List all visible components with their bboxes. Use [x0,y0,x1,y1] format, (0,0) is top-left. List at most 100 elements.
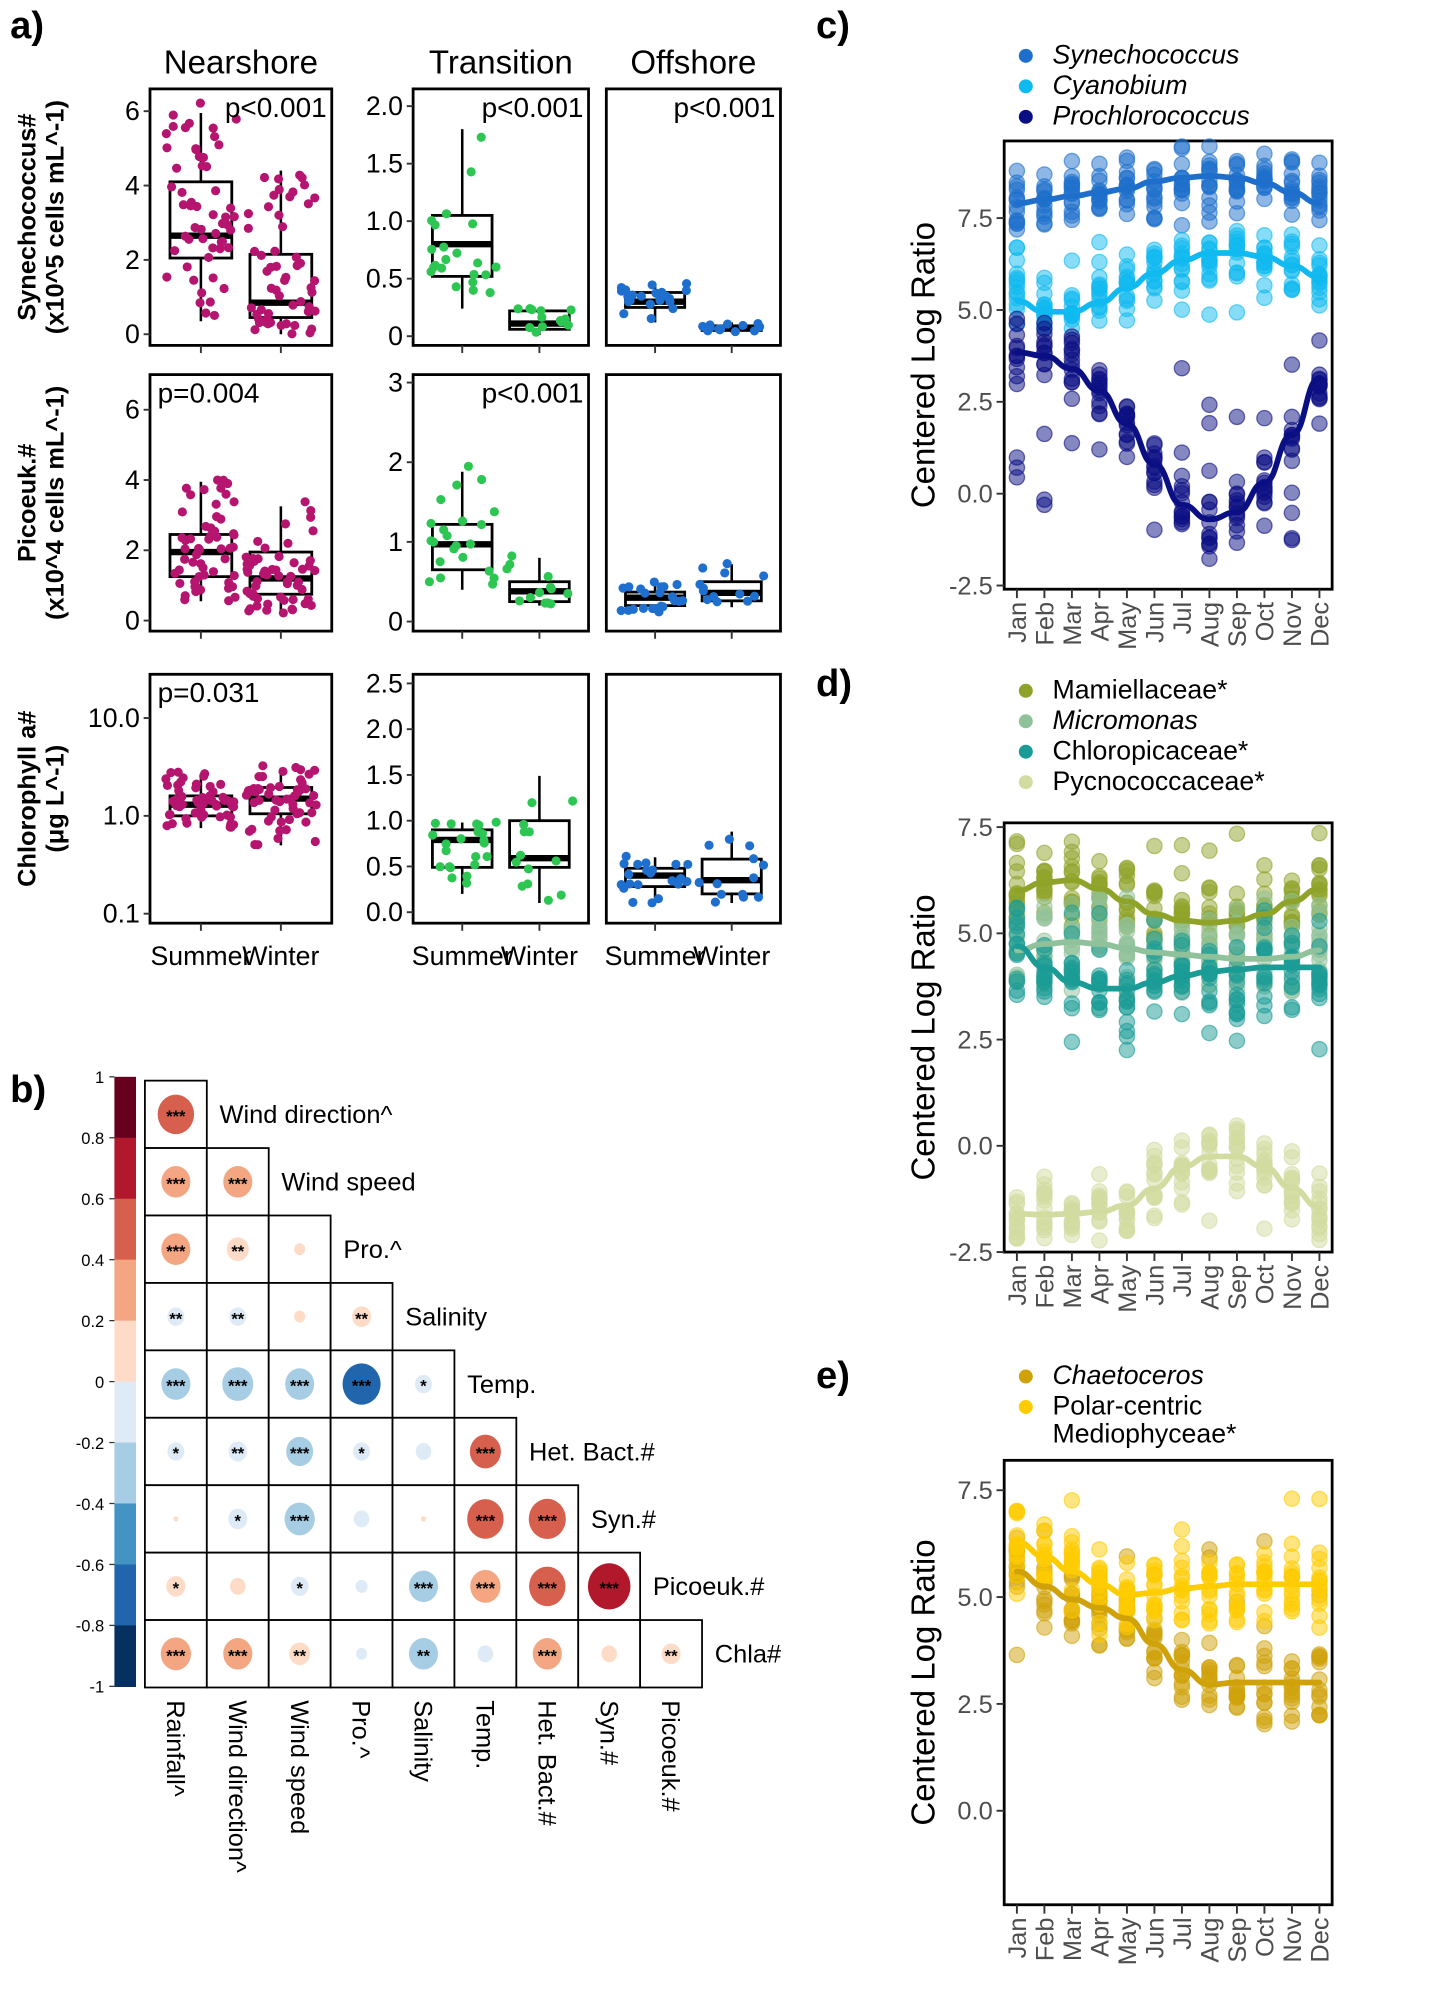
data-point [1036,1523,1053,1540]
p-value-label: p=0.004 [158,378,260,409]
data-point [1311,1707,1328,1724]
data-point [1118,1554,1136,1572]
data-point [537,322,547,332]
row-label: Salinity [405,1304,487,1332]
data-point [249,556,259,566]
data-point [1228,1134,1246,1151]
y-axis-label-unit: (x10^5 cells mL^-1) [42,100,70,334]
data-point [525,593,536,603]
data-point [198,563,208,573]
panel-b-correlogram: 10.80.60.40.20-0.2-0.4-0.6-0.8-1*** Wind … [76,1069,781,1873]
data-point [1173,1631,1191,1649]
data-point [1283,281,1301,299]
correlation-circle [284,1502,315,1536]
data-point [1283,1660,1301,1677]
x-tick-label: May [1114,1264,1142,1312]
data-point [178,773,188,783]
colorbar-segment [114,1381,137,1444]
data-point [1256,493,1273,511]
y-tick-label: 6 [125,395,140,425]
data-point [243,223,253,233]
y-tick-label: 2.5 [957,1691,992,1719]
data-point [624,869,634,879]
x-tick-label: Nov [1279,602,1307,647]
data-point [275,826,285,836]
correlation-circle [356,1647,368,1660]
data-point [1311,1217,1328,1235]
data-point [1063,434,1081,452]
data-point [166,182,177,192]
panel-d-chlorophyte-clr: Mamiellaceae*MicromonasChloropicaceae*Py… [904,674,1334,1312]
data-point [1146,983,1163,1001]
data-point [186,490,196,500]
significance-stars: * [173,1445,180,1463]
data-point [1173,1559,1191,1577]
x-tick-label: Jul [1169,1265,1197,1297]
correlation-cell: ** [391,1619,456,1689]
data-point [647,280,657,290]
column-label: Wind speed [285,1700,313,1834]
x-tick-label: Jun [1141,1265,1169,1306]
data-point [523,864,533,874]
x-tick-label: Feb [1031,602,1059,646]
data-point [1008,1646,1026,1664]
data-point [225,543,235,553]
facet-title-offshore: Offshore [630,44,756,81]
data-point [177,533,187,543]
data-point [489,573,499,583]
correlation-circle [229,1577,246,1595]
data-point [465,539,476,549]
correlation-cell: *** [144,1079,208,1149]
data-point [698,563,708,573]
panel-label-d: d) [816,663,852,705]
data-point [278,766,288,777]
data-point [468,219,478,229]
data-point [208,210,218,220]
data-point [274,210,284,220]
panel-label-e: e) [816,1355,850,1397]
y-tick-label: 0 [388,606,403,636]
correlation-circle [469,1434,501,1469]
data-point [1091,233,1108,251]
correlation-circle [415,1443,432,1460]
y-tick-label: 0 [125,319,140,349]
data-point [712,879,722,889]
data-point [647,898,657,908]
data-point [299,180,310,190]
correlation-circle [532,1638,562,1670]
data-point [306,512,316,522]
data-point [445,863,456,873]
data-point [441,254,451,265]
data-point [1228,304,1246,321]
data-point [703,326,713,336]
data-point [1173,482,1191,499]
data-point [636,291,646,301]
x-tick-label: Apr [1086,1264,1114,1304]
data-point [180,595,190,605]
data-point [426,267,436,277]
data-point [636,584,646,594]
data-point [638,603,648,613]
data-point [211,499,221,509]
data-point [628,897,638,907]
data-point [749,591,760,601]
correlation-circle [470,1569,501,1603]
data-point [507,551,517,561]
y-tick-label: 1.0 [366,806,403,836]
data-point [1228,1657,1246,1675]
correlation-cell [391,1484,456,1554]
data-point [278,608,288,618]
data-point [253,536,263,546]
x-tick-label: Jan [1004,1265,1032,1306]
data-point [186,201,196,211]
y-tick-label: 6 [125,96,140,126]
x-tick-label: Dec [1306,1917,1334,1962]
correlation-circle [161,1368,191,1400]
colorbar-tick-label: 0.4 [81,1252,104,1270]
data-point [551,856,561,866]
row-label: Het. Bact.# [529,1438,655,1466]
boxplot-panel-offshore-row-1 [604,373,782,639]
data-point [716,889,726,899]
x-tick-label: Jan [1004,602,1032,643]
data-point [502,564,512,574]
